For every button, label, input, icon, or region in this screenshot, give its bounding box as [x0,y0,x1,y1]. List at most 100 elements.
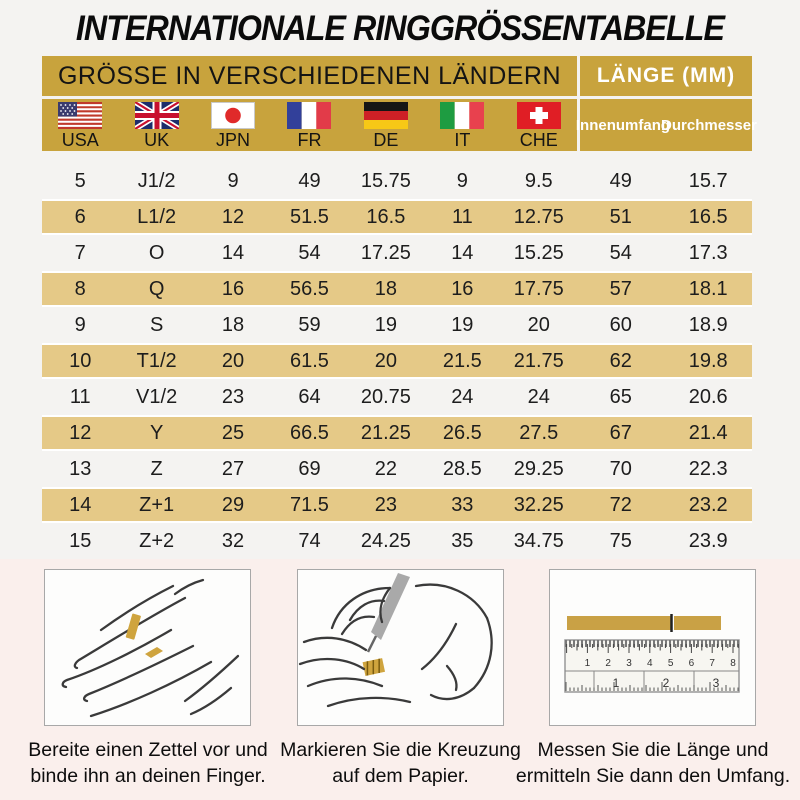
column-header-innenumfang: Innenumfang [575,116,671,134]
table-cell: 16 [221,277,245,300]
table-cell: 15.75 [360,169,411,192]
hand-with-paper-strip-icon [61,578,240,718]
step-1-caption: Bereite einen Zettel vor und binde ihn a… [8,737,288,790]
paper-strip-band [125,613,163,658]
country-label: USA [61,130,99,150]
ruler-inch-number: 2 [663,676,670,690]
ruler-inch-number: 3 [713,676,720,690]
table-cell: 59 [298,313,321,336]
column-header-it: IT [424,99,501,151]
table-cell: 70 [609,457,632,480]
table-row: 8 Q 16 56.5 18 16 17.75 57 18.1 [42,271,752,307]
table-cell: 75 [609,529,632,552]
france-flag-icon [287,102,332,129]
length-subheaders: Innenumfang Durchmesser [575,99,757,151]
table-cell: 12 [221,205,245,228]
caption-line: binde ihn an deinen Finger. [30,765,266,788]
table-cell: 69 [298,457,321,480]
caption-line: Bereite einen Zettel vor und [28,739,268,761]
table-cell: 22 [374,457,398,480]
table-row: 15 Z+2 32 74 24.25 35 34.75 75 23.9 [42,523,752,559]
table-cell: 28.5 [442,457,482,480]
table-cell: 19 [451,313,474,336]
column-header-durchmesser: Durchmesser [661,116,757,134]
table-row: 5 J1/2 9 49 15.75 9 9.5 49 15.7 [42,163,752,199]
country-label: IT [454,130,471,150]
table-cell: 18.9 [688,313,728,336]
table-cell: 14 [69,493,92,516]
table-cell: 24.25 [360,529,411,552]
ruler-cm-number: 8 [730,658,736,669]
ruler-inch-number: 1 [613,676,620,690]
table-cell: 17.75 [513,277,564,300]
table-cell: 19.8 [688,349,728,372]
table-cell: 17.25 [360,241,411,264]
paper-strip-band [362,658,385,676]
column-header-fr: FR [271,99,348,151]
page-title: INTERNATIONALE RINGGRÖSSENTABELLE [75,9,725,48]
table-cell: 32 [221,529,245,552]
italy-flag-icon [440,102,485,129]
table-cell: 20 [374,349,398,372]
country-label: FR [297,130,322,150]
table-cell: 24 [527,385,550,408]
table-cell: V1/2 [136,385,178,408]
table-cell: 23 [374,493,398,516]
table-cell: 19 [374,313,398,336]
table-cell: 9 [227,169,239,192]
country-label: CHE [519,130,558,150]
table-cell: 21.75 [513,349,564,372]
table-cell: T1/2 [136,349,177,372]
table-cell: J1/2 [137,169,176,192]
table-cell: 10 [69,349,92,372]
table-cell: 49 [298,169,321,192]
table-cell: L1/2 [137,205,177,228]
table-cell: 29 [221,493,245,516]
table-cell: O [148,241,165,264]
uk-flag-icon [134,102,179,129]
table-cell: 18 [221,313,245,336]
table-cell: 64 [298,385,321,408]
ruler-cm-number: 1 [585,658,591,669]
ruler-cm-number: 3 [626,658,632,669]
table-row: 6 L1/2 12 51.5 16.5 11 12.75 51 16.5 [42,199,752,235]
table-cell: 74 [298,529,321,552]
table-cell: Q [148,277,165,300]
table-cell: 72 [609,493,632,516]
table-cell: 15.7 [688,169,728,192]
table-cell: 8 [74,277,86,300]
table-cell: 5 [74,169,86,192]
ring-size-table: GRÖSSE IN VERSCHIEDENEN LÄNDERN LÄNGE (M… [42,56,757,559]
caption-line: Markieren Sie die Kreuzung [280,739,521,761]
ruler-cm-number: 6 [689,658,695,669]
table-cell: 22.3 [688,457,728,480]
header-sizes-group: GRÖSSE IN VERSCHIEDENEN LÄNDERN [42,56,577,96]
table-cell: 51 [609,205,632,228]
ruler-cm-number: 5 [668,658,674,669]
ruler-cm-number: 2 [605,658,611,669]
table-cell: 20.6 [688,385,728,408]
table-cell: 13 [69,457,92,480]
table-row: 14 Z+1 29 71.5 23 33 32.25 72 23.2 [42,487,752,523]
table-cell: 71.5 [290,493,329,516]
table-cell: 60 [609,313,632,336]
table-row: 9 S 18 59 19 19 20 60 18.9 [42,307,752,343]
column-header-usa: USA [42,99,119,151]
table-cell: 11 [451,205,473,228]
caption-line: ermitteln Sie dann den Umfang. [515,765,791,788]
table-cell: 16.5 [366,205,406,228]
japan-flag-icon [211,102,256,129]
step-2-illustration-box [296,569,504,726]
ruler-cm-number: 7 [709,658,715,669]
table-cell: 15.25 [513,241,564,264]
germany-flag-icon [363,102,408,129]
country-label: DE [373,130,399,150]
table-cell: 7 [74,241,86,264]
table-cell: 9 [74,313,86,336]
column-header-che: CHE [500,99,577,151]
table-cell: 21.25 [360,421,411,444]
table-cell: 56.5 [290,277,329,300]
